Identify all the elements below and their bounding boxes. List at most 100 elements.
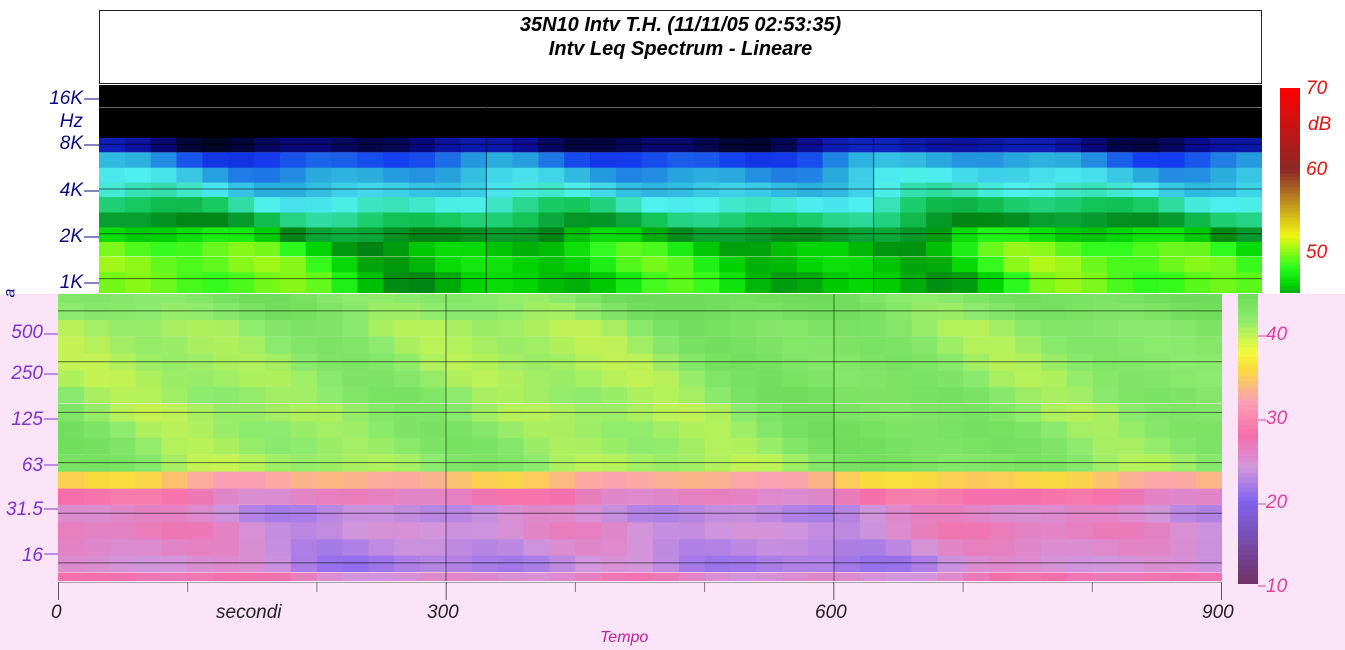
- heatmap-cell: [135, 336, 163, 354]
- heatmap-cell: [822, 211, 849, 228]
- colorbar-segment: [1238, 400, 1258, 406]
- heatmap-cell: [471, 318, 499, 337]
- heatmap-cell: [977, 240, 1005, 257]
- heatmap-cell: [1092, 487, 1120, 505]
- colorbar-segment: [1238, 492, 1258, 498]
- colorbar-segment: [1280, 132, 1300, 137]
- heatmap-cell: [1066, 336, 1094, 354]
- heatmap-cell: [512, 85, 539, 93]
- heatmap-cell: [1106, 240, 1134, 257]
- colorbar-segment: [1238, 424, 1258, 430]
- heatmap-cell: [719, 271, 746, 293]
- heatmap-cell: [859, 538, 887, 556]
- colorbar-segment: [1238, 511, 1258, 517]
- heatmap-cell: [822, 85, 849, 93]
- heatmap-cell: [368, 318, 395, 337]
- heatmap-cell: [1029, 256, 1056, 273]
- heatmap-cell: [305, 271, 333, 293]
- heatmap-cell: [1144, 369, 1171, 388]
- heatmap-cell: [1040, 420, 1068, 438]
- heatmap-cell: [213, 336, 240, 354]
- heatmap-cell: [135, 487, 163, 505]
- heatmap-cell: [1029, 211, 1056, 228]
- heatmap-cell: [316, 521, 344, 540]
- heatmap-cell: [279, 167, 307, 183]
- colorbar-segment: [1280, 187, 1300, 192]
- colorbar-upper-tick: 70: [1306, 78, 1328, 99]
- heatmap-cell: [756, 436, 783, 455]
- heatmap-cell: [1040, 521, 1068, 540]
- heatmap-cell: [1015, 521, 1042, 540]
- colorbar-segment: [1238, 313, 1258, 319]
- heatmap-cell: [435, 256, 462, 273]
- heatmap-cell: [342, 521, 369, 540]
- heatmap-cell: [420, 572, 447, 581]
- colorbar-segment: [1238, 472, 1258, 479]
- heatmap-cell: [796, 107, 824, 124]
- colorbar-segment: [1238, 361, 1258, 368]
- heatmap-cell: [331, 211, 358, 228]
- heatmap-cell: [575, 436, 602, 455]
- heatmap-cell: [150, 167, 178, 183]
- heatmap-cell: [900, 211, 927, 228]
- heatmap-cell: [652, 521, 680, 540]
- heatmap-cell: [497, 294, 525, 303]
- heatmap-cell: [1184, 122, 1211, 138]
- heatmap-cell: [497, 336, 525, 354]
- upper-tick-label: 8K: [59, 133, 83, 154]
- heatmap-cell: [176, 240, 203, 257]
- heatmap-cell: [213, 294, 240, 303]
- heatmap-cell: [135, 420, 163, 438]
- heatmap-cell: [848, 197, 875, 213]
- heatmap-cell: [150, 122, 178, 138]
- heatmap-cell: [782, 572, 809, 581]
- heatmap-cell: [409, 256, 436, 273]
- heatmap-cell: [822, 167, 849, 183]
- heatmap-cell: [859, 318, 887, 337]
- heatmap-cell: [446, 471, 473, 489]
- heatmap-cell: [601, 385, 628, 404]
- heatmap-cell: [99, 122, 126, 138]
- heatmap-cell: [704, 385, 732, 404]
- heatmap-cell: [859, 420, 887, 438]
- heatmap-cell: [109, 369, 137, 388]
- heatmap-cell: [342, 471, 369, 489]
- chart-subtitle: Intv Leq Spectrum - Lineare: [548, 38, 813, 60]
- heatmap-cell: [652, 538, 680, 556]
- heatmap-cell: [1092, 385, 1120, 404]
- heatmap-cell: [176, 85, 203, 93]
- heatmap-cell: [848, 107, 875, 124]
- heatmap-cell: [730, 318, 757, 337]
- colorbar-segment: [1238, 376, 1258, 382]
- heatmap-cell: [1236, 152, 1262, 168]
- heatmap-cell: [756, 487, 783, 505]
- heatmap-cell: [342, 336, 369, 354]
- heatmap-cell: [652, 572, 680, 581]
- heatmap-cell: [420, 487, 447, 505]
- heatmap-cell: [1170, 385, 1197, 404]
- heatmap-cell: [290, 436, 318, 455]
- heatmap-cell: [538, 85, 565, 93]
- heatmap-cell: [627, 572, 654, 581]
- heatmap-cell: [1015, 294, 1042, 303]
- heatmap-cell: [342, 487, 369, 505]
- heatmap-cell: [1210, 256, 1237, 273]
- lower-tick-label: 16: [21, 545, 43, 566]
- heatmap-cell: [615, 271, 643, 293]
- heatmap-cell: [1092, 436, 1120, 455]
- colorbar-segment: [1280, 94, 1300, 99]
- heatmap-cell: [446, 294, 473, 303]
- heatmap-cell: [652, 336, 680, 354]
- heatmap-cell: [58, 538, 85, 556]
- heatmap-cell: [627, 369, 654, 388]
- colorbar-segment: [1280, 108, 1300, 113]
- heatmap-cell: [1081, 167, 1108, 183]
- heatmap-cell: [202, 85, 229, 93]
- heatmap-cell: [342, 436, 369, 455]
- colorbar-segment: [1238, 395, 1258, 401]
- heatmap-cell: [848, 122, 875, 138]
- heatmap-cell: [1081, 122, 1108, 138]
- heatmap-cell: [538, 152, 565, 168]
- colorbar-segment: [1280, 88, 1300, 93]
- heatmap-cell: [538, 271, 565, 293]
